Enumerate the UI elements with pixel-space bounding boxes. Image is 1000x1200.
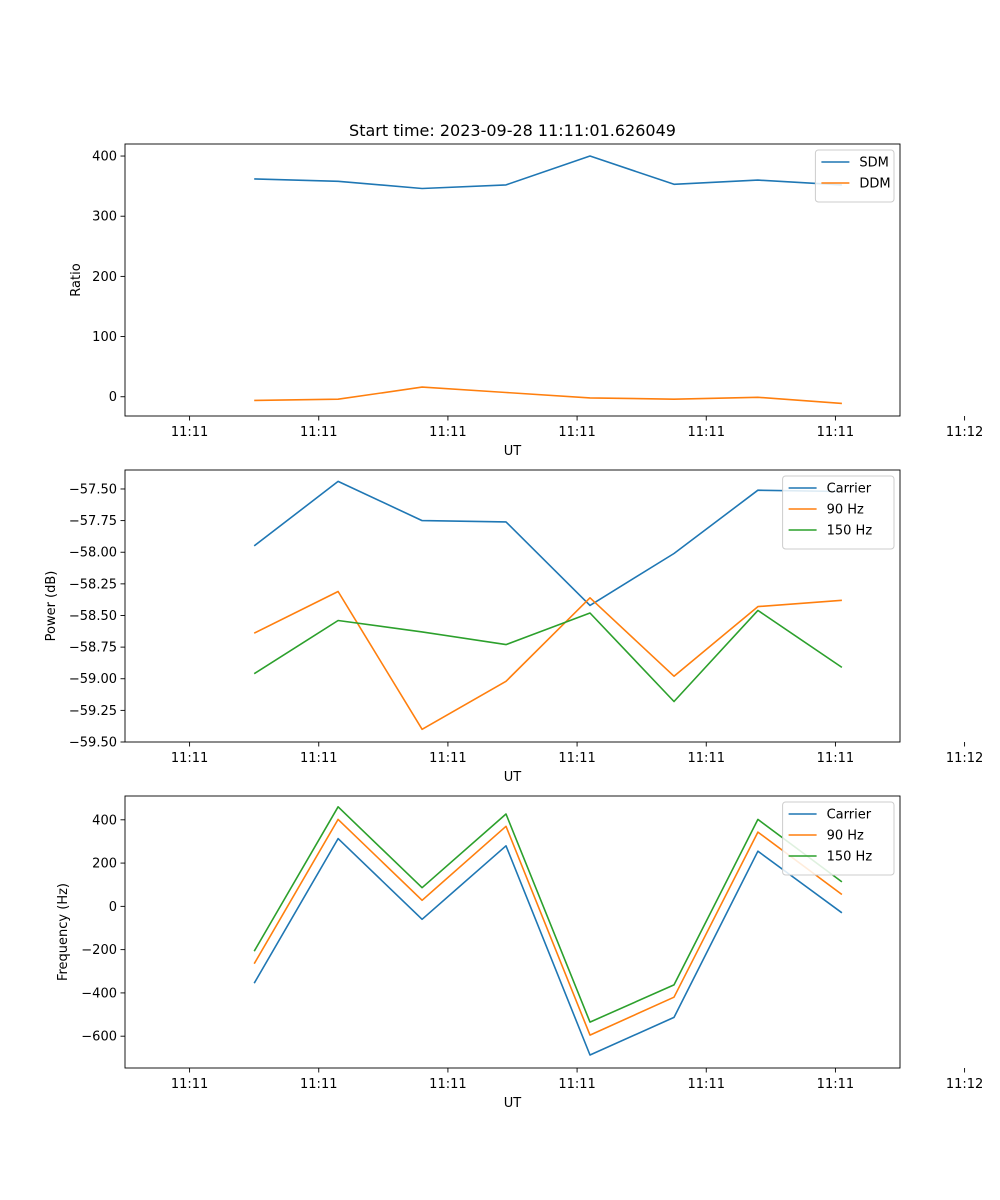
- legend: Carrier 90 Hz 150 Hz: [782, 475, 895, 550]
- y-tick-label: 400: [92, 150, 117, 165]
- series-line-90-hz: [253, 818, 843, 1036]
- axes-frame: [124, 795, 901, 1069]
- y-tick-label: −58.75: [69, 641, 117, 656]
- x-tick-label: 11:12: [946, 751, 983, 766]
- legend-label: DDM: [859, 177, 890, 192]
- x-tick-label: 11:11: [817, 1077, 854, 1092]
- subplot-2: 11:11 11:11 11:11 11:11 11:11 11:11 11:12 −59.5…: [44, 469, 983, 785]
- x-tick-label: 11:12: [946, 1077, 983, 1092]
- x-tick-label: 11:11: [558, 751, 595, 766]
- y-tick-label: −200: [81, 943, 117, 958]
- x-tick-label: 11:11: [300, 751, 337, 766]
- series-line-carrier: [253, 480, 842, 607]
- x-tick-label: 11:11: [429, 425, 466, 440]
- x-tick-label: 11:11: [429, 1077, 466, 1092]
- y-tick-label: 200: [92, 270, 117, 285]
- y-axis-label: Ratio: [69, 263, 84, 296]
- axes-frame: [124, 469, 901, 743]
- x-tick-label: 11:11: [171, 751, 208, 766]
- x-axis-label: UT: [504, 770, 522, 785]
- y-tick-label: −58.25: [69, 577, 117, 592]
- y-tick-label: 100: [92, 330, 117, 345]
- legend-label: 90 Hz: [827, 503, 864, 518]
- x-tick-label: 11:11: [817, 425, 854, 440]
- series-line-150-hz: [253, 805, 843, 1023]
- x-tick-label: 11:11: [688, 751, 725, 766]
- subplot-1: 11:11 11:11 11:11 11:11 11:11 11:11 11:12 0 100 2…: [69, 143, 983, 459]
- y-tick-label: 200: [92, 857, 117, 872]
- legend-label: Carrier: [827, 808, 872, 823]
- y-tick-label: −59.00: [69, 672, 117, 687]
- legend-label: 150 Hz: [827, 524, 873, 539]
- legend-label: Carrier: [827, 482, 872, 497]
- y-tick-label: −58.50: [69, 609, 117, 624]
- y-tick-label: 0: [109, 390, 117, 405]
- y-tick-label: −600: [81, 1030, 117, 1045]
- x-tick-label: 11:11: [300, 425, 337, 440]
- y-tick-label: −58.00: [69, 546, 117, 561]
- x-axis-label: UT: [504, 1096, 522, 1111]
- x-tick-label: 11:11: [558, 425, 595, 440]
- y-tick-label: 0: [109, 900, 117, 915]
- x-tick-label: 11:11: [171, 425, 208, 440]
- figure-title: Start time: 2023-09-28 11:11:01.626049: [349, 121, 676, 140]
- x-tick-label: 11:11: [171, 1077, 208, 1092]
- x-tick-label: 11:11: [300, 1077, 337, 1092]
- legend: SDM DDM: [814, 149, 895, 203]
- x-tick-label: 11:11: [688, 425, 725, 440]
- subplot-3: 11:11 11:11 11:11 11:11 11:11 11:11 11:12 −600 −…: [56, 795, 983, 1111]
- y-tick-label: 300: [92, 210, 117, 225]
- x-axis-label: UT: [504, 444, 522, 459]
- y-tick-label: −59.50: [69, 736, 117, 751]
- x-tick-label: 11:11: [429, 751, 466, 766]
- axes-frame: [124, 143, 901, 417]
- x-tick-label: 11:12: [946, 425, 983, 440]
- y-axis-label: Power (dB): [44, 571, 59, 642]
- series-line-ddm: [254, 386, 842, 405]
- y-tick-label: −57.75: [69, 514, 117, 529]
- series-line-sdm: [254, 155, 842, 190]
- y-tick-label: −57.50: [69, 482, 117, 497]
- legend-box: [814, 149, 895, 203]
- legend: Carrier 90 Hz 150 Hz: [782, 801, 895, 876]
- y-tick-label: 400: [92, 813, 117, 828]
- y-axis-label: Frequency (Hz): [56, 883, 71, 981]
- x-tick-label: 11:11: [688, 1077, 725, 1092]
- x-tick-label: 11:11: [558, 1077, 595, 1092]
- series-line-carrier: [253, 837, 843, 1056]
- legend-label: SDM: [859, 156, 888, 171]
- legend-label: 90 Hz: [827, 829, 864, 844]
- series-line-150-hz: [253, 609, 843, 703]
- legend-label: 150 Hz: [827, 850, 873, 865]
- x-tick-label: 11:11: [817, 751, 854, 766]
- y-tick-label: −59.25: [69, 704, 117, 719]
- y-tick-label: −400: [81, 986, 117, 1001]
- series-line-90-hz: [253, 590, 842, 731]
